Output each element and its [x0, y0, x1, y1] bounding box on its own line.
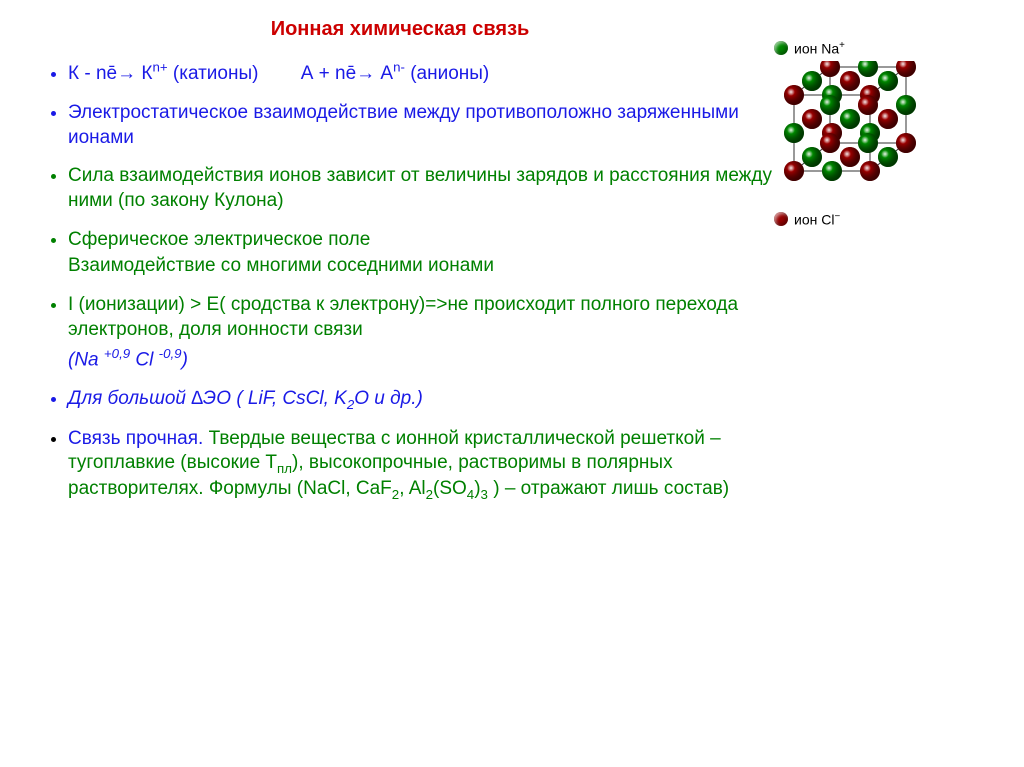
- bullet-ionization-line2: (Na +0,9 Cl -0,9): [68, 345, 984, 373]
- txt: , Al: [399, 478, 425, 499]
- bullet-list-2: I (ионизации) > Е( сродства к электрону)…: [40, 293, 788, 342]
- sup: +0,9: [104, 346, 130, 361]
- bullet-spherical: Сферическое электрическое поле: [68, 228, 788, 253]
- txt: ): [182, 349, 188, 370]
- sub: 2: [426, 487, 433, 502]
- bullet-formula: К - nē→ Кn+ (катионы) А + nē→ Аn- (анион…: [68, 59, 788, 87]
- page-title: Ионная химическая связь: [40, 18, 760, 41]
- sub: пл: [277, 461, 292, 476]
- txt: К - nē→ К: [68, 63, 152, 84]
- bullet-delta-eo: Для большой ∆ЭО ( LiF, CsCl, K2O и др.): [68, 387, 788, 413]
- crystal-lattice-figure: ион Na+ ион Cl−: [774, 40, 994, 231]
- txt: Cl: [130, 349, 159, 370]
- bullet-list: К - nē→ Кn+ (катионы) А + nē→ Аn- (анион…: [40, 59, 788, 252]
- sup: n+: [152, 60, 167, 75]
- lattice-diagram: [774, 61, 954, 211]
- bullet-coulomb: Сила взаимодействия ионов зависит от вел…: [68, 164, 788, 213]
- txt: (катионы): [168, 63, 259, 84]
- txt: O и др.): [354, 388, 423, 409]
- bullet-list-3: Для большой ∆ЭО ( LiF, CsCl, K2O и др.) …: [40, 387, 788, 504]
- txt: ) – отражают лишь состав): [488, 478, 729, 499]
- txt: А + nē→ А: [301, 63, 393, 84]
- anion-formula: А + nē→ Аn- (анионы): [301, 63, 490, 84]
- txt: (анионы): [405, 63, 489, 84]
- txt: (SO: [433, 478, 467, 499]
- sup: -0,9: [159, 346, 182, 361]
- txt: Для большой ∆ЭО ( LiF, CsCl, K: [68, 388, 347, 409]
- txt: (Na: [68, 349, 104, 370]
- na-ion-icon: [774, 41, 788, 55]
- cation-formula: К - nē→ Кn+ (катионы): [68, 63, 264, 84]
- sup: n-: [393, 60, 405, 75]
- legend-na: ион Na+: [774, 40, 994, 57]
- cl-ion-icon: [774, 212, 788, 226]
- bullet-electrostatic: Электростатическое взаимодействие между …: [68, 101, 788, 150]
- sub: 3: [481, 487, 488, 502]
- bullet-ionization: I (ионизации) > Е( сродства к электрону)…: [68, 293, 788, 342]
- strong-bond-lead: Связь прочная.: [68, 428, 209, 449]
- legend-cl: ион Cl−: [774, 211, 994, 228]
- legend-cl-label: ион Cl−: [794, 211, 840, 228]
- bullet-spherical-line2: Взаимодействие со многими соседними иона…: [68, 254, 984, 279]
- legend-na-label: ион Na+: [794, 40, 845, 57]
- bullet-strong-bond: Связь прочная. Твердые вещества с ионной…: [68, 427, 788, 504]
